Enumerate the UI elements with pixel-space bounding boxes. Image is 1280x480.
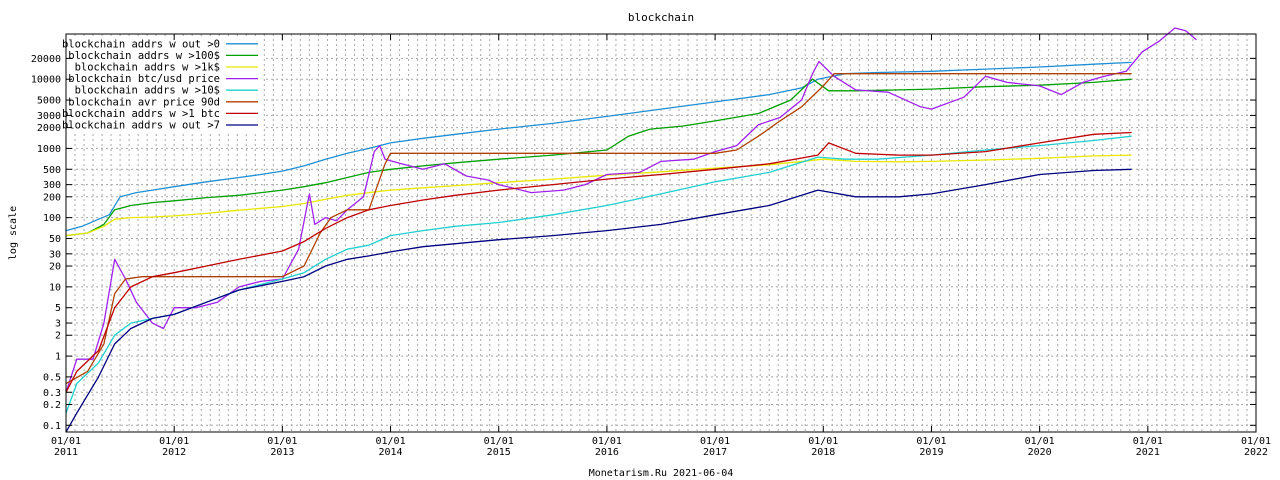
- x-tick-year: 2020: [1028, 447, 1052, 458]
- series-line-3: [65, 154, 1132, 237]
- y-tick-label: 2: [55, 331, 61, 342]
- y-tick-label: 30: [49, 249, 61, 260]
- y-tick-label: 10000: [31, 75, 61, 86]
- y-tick-label: 200: [43, 192, 61, 203]
- x-tick-year: 2016: [595, 447, 619, 458]
- x-tick-label: 01/01: [808, 436, 838, 447]
- legend-background: [67, 36, 263, 133]
- x-tick-year: 2017: [703, 447, 727, 458]
- x-tick-label: 01/01: [916, 436, 946, 447]
- legend-label: blockchain btc/usd price: [68, 73, 220, 85]
- y-tick-label: 1: [55, 352, 61, 363]
- y-tick-label: 20000: [31, 54, 61, 65]
- x-tick-label: 01/01: [51, 436, 81, 447]
- x-tick-label: 01/01: [159, 436, 189, 447]
- series-line-4: [65, 27, 1197, 393]
- chart-footer: Monetarism.Ru 2021-06-04: [589, 468, 734, 479]
- legend-label: blockchain addrs w >10$: [75, 85, 220, 97]
- plot-frame: [65, 33, 1257, 433]
- y-tick-label: 3: [55, 319, 61, 330]
- x-tick-label: 01/01: [592, 436, 622, 447]
- x-tick-label: 01/01: [375, 436, 405, 447]
- y-tick-label: 0.5: [43, 372, 61, 383]
- y-tick-label: 0.2: [43, 400, 61, 411]
- x-tick-label: 01/01: [1133, 436, 1163, 447]
- y-axis-label: log scale: [8, 206, 19, 260]
- y-tick-label: 0.1: [43, 421, 61, 432]
- x-tick-year: 2021: [1136, 447, 1160, 458]
- y-tick-label: 3000: [37, 111, 61, 122]
- y-tick-label: 100: [43, 213, 61, 224]
- x-tick-year: 2014: [378, 447, 402, 458]
- x-tick-year: 2022: [1244, 447, 1268, 458]
- x-tick-year: 2019: [919, 447, 943, 458]
- series-line-7: [65, 131, 1132, 393]
- y-tick-label: 50: [49, 234, 61, 245]
- x-tick-year: 2018: [811, 447, 835, 458]
- series-line-6: [65, 73, 1132, 385]
- y-tick-label: 10: [49, 282, 61, 293]
- series-group: [65, 27, 1197, 433]
- x-tick-label: 01/01: [1241, 436, 1271, 447]
- legend-label: blockchain addrs w >1 btc: [62, 108, 220, 120]
- x-tick-year: 2015: [487, 447, 511, 458]
- legend-label: blockchain addrs w >100$: [68, 50, 220, 62]
- series-line-8: [65, 168, 1132, 433]
- chart-title: blockchain: [628, 11, 694, 24]
- y-tick-label: 5: [55, 303, 61, 314]
- x-tick-label: 01/01: [700, 436, 730, 447]
- legend-label: blockchain addrs w out >0: [62, 38, 220, 50]
- x-tick-label: 01/01: [484, 436, 514, 447]
- legend-label: blockchain avr price 90d: [68, 96, 220, 108]
- x-tick-year: 2013: [270, 447, 294, 458]
- y-tick-label: 2000: [37, 123, 61, 134]
- y-tick-label: 5000: [37, 96, 61, 107]
- x-tick-year: 2012: [162, 447, 186, 458]
- x-tick-label: 01/01: [1025, 436, 1055, 447]
- x-tick-label: 01/01: [267, 436, 297, 447]
- legend-label: blockchain addrs w out >7: [62, 120, 220, 132]
- y-tick-label: 300: [43, 180, 61, 191]
- y-tick-label: 20: [49, 262, 61, 273]
- y-tick-label: 1000: [37, 144, 61, 155]
- y-tick-label: 500: [43, 165, 61, 176]
- x-tick-year: 2011: [54, 447, 78, 458]
- y-tick-label: 0.3: [43, 388, 61, 399]
- legend-label: blockchain addrs w >1k$: [75, 62, 220, 74]
